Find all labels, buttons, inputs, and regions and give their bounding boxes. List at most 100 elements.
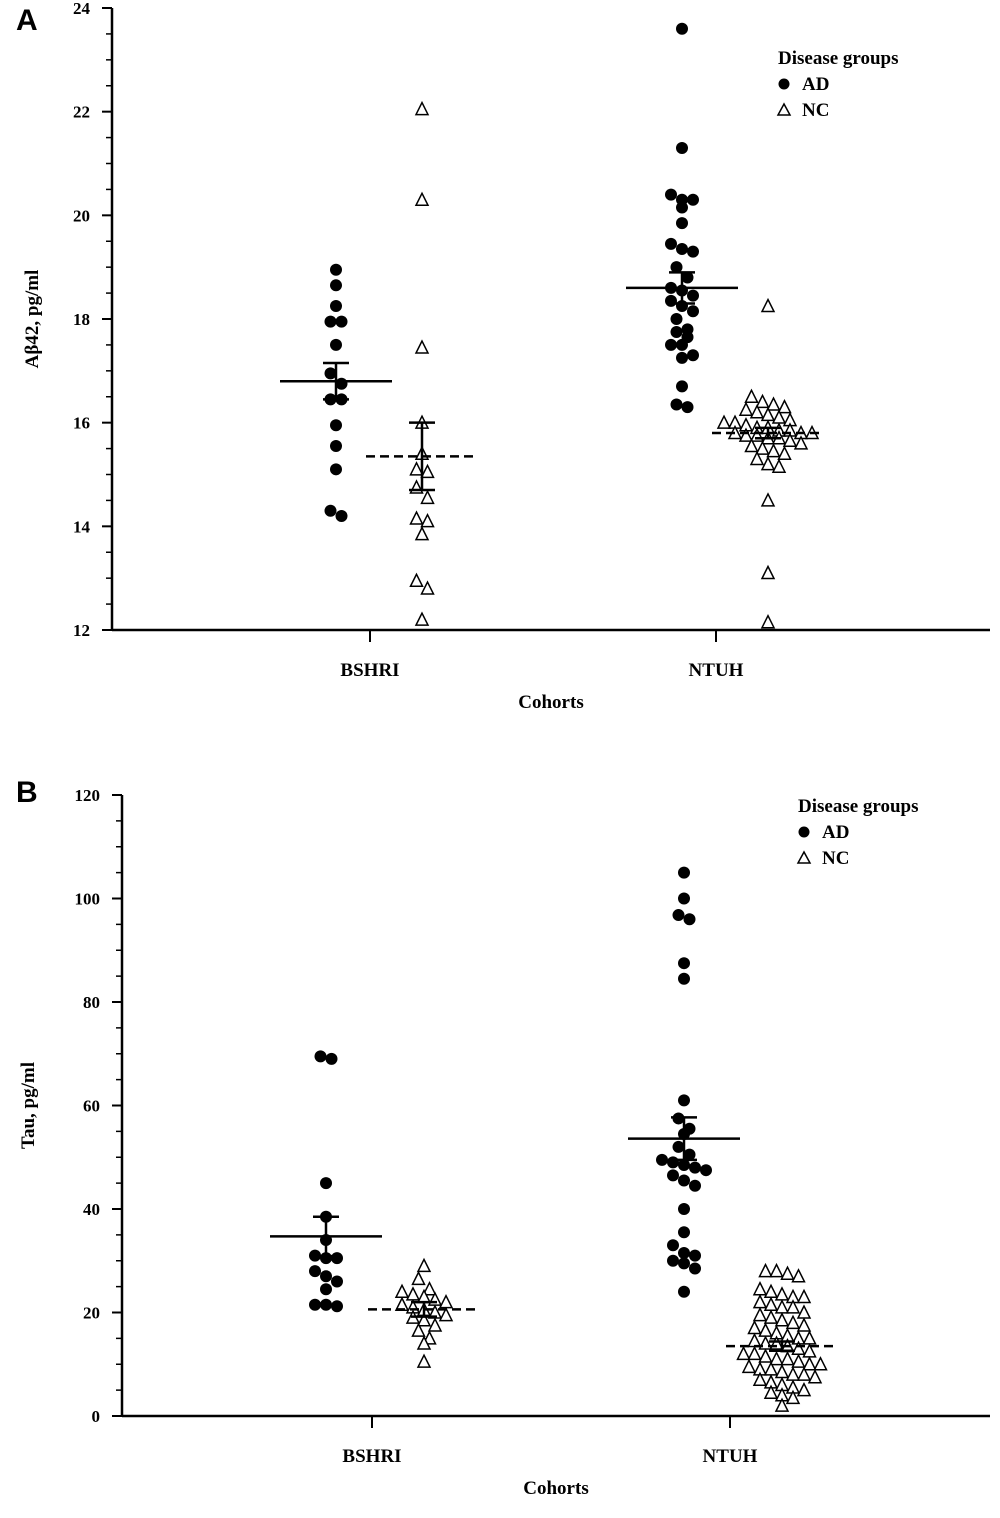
data-point-nc [802,1356,817,1371]
data-point-nc [785,1314,801,1330]
data-point-ad [687,193,699,206]
data-point-ad [335,377,348,390]
y-axis-title: Aβ42, pg/ml [22,270,43,369]
y-tick-label: 22 [73,103,90,122]
data-point-ad [687,245,699,258]
data-point-nc [409,461,424,476]
data-point-nc [807,1369,823,1384]
data-point-nc [760,297,776,313]
data-point-nc [416,1257,432,1273]
data-point-nc [777,398,792,414]
data-point-ad [324,315,337,328]
data-point-nc [774,1363,790,1379]
data-point-ad [324,367,337,380]
data-point-nc [752,1371,768,1387]
data-point-ad [330,338,342,351]
data-point-ad [670,325,683,338]
data-point-nc [760,564,776,580]
data-point-nc [414,100,430,116]
data-point-nc [420,512,435,528]
data-point-nc [420,489,435,505]
data-point-nc [438,1293,454,1309]
y-tick-label: 12 [73,621,90,640]
series-nc-ntuh [712,297,824,629]
data-point-ad [320,1270,332,1283]
data-point-ad [309,1298,321,1311]
data-point-nc [741,1358,757,1374]
data-point-ad [324,504,337,517]
data-point-ad [678,1285,690,1298]
data-point-ad [678,1226,690,1239]
data-point-ad [314,1050,327,1063]
data-point-ad [665,294,677,307]
series-ad-bshri [270,1050,382,1313]
data-point-ad [676,243,688,256]
data-point-nc [777,445,792,461]
data-point-ad [676,141,688,154]
series-ad-ntuh [628,866,740,1298]
data-point-ad [681,271,694,284]
data-point-nc [813,1356,828,1371]
data-point-ad [331,1252,343,1265]
data-point-nc [791,1268,806,1283]
data-point-ad [672,909,685,922]
y-axis-title: Tau, pg/ml [18,1062,39,1149]
data-point-nc [752,1281,768,1296]
data-point-nc [774,1312,790,1327]
series-nc-ntuh [726,1262,838,1412]
data-point-ad [667,1254,679,1267]
series-ad-bshri [280,263,392,522]
data-point-nc [782,432,798,448]
data-point-nc [758,1348,773,1363]
data-point-ad [335,509,348,522]
panel-label: B [16,776,38,809]
data-point-ad [670,261,683,274]
data-point-ad [681,401,694,414]
data-point-nc [738,427,754,442]
data-point-nc [796,1317,812,1332]
data-point-nc [780,1265,795,1280]
data-point-ad [665,338,677,351]
data-point-nc [796,1288,812,1304]
legend: Disease groups AD NC [796,796,919,869]
x-axis-title: Cohorts [518,692,583,713]
legend-marker-ad [798,826,810,838]
data-point-nc [749,450,765,466]
data-point-ad [676,217,688,230]
data-point-ad [320,1283,332,1296]
data-point-nc [716,414,732,429]
data-point-ad [683,1148,696,1161]
legend-title: Disease groups [798,796,919,817]
data-point-ad [700,1164,712,1177]
y-tick-label: 60 [83,1097,100,1116]
data-point-ad [330,439,342,452]
data-point-nc [755,393,770,409]
data-point-ad [672,1140,685,1153]
data-point-nc [780,1350,795,1366]
data-point-ad [665,188,677,201]
data-point-nc [769,1350,784,1366]
data-point-nc [796,1381,812,1397]
data-point-nc [414,611,430,626]
x-tick-label: BSHRI [340,660,399,681]
data-point-nc [802,1330,817,1345]
data-point-nc [747,1345,762,1361]
y-tick-label: 14 [73,517,91,536]
data-point-nc [771,458,787,473]
data-point-nc [785,1389,801,1405]
data-point-ad [667,1239,679,1252]
data-point-nc [766,396,781,411]
y-tick-label: 20 [83,1304,100,1323]
y-tick-label: 16 [73,414,90,433]
data-point-nc [744,388,759,403]
data-point-nc [414,525,430,541]
data-point-ad [670,313,683,325]
y-tick-label: 24 [73,0,91,18]
data-point-nc [420,580,435,595]
series-ad-ntuh [626,22,738,414]
data-point-nc [416,1312,432,1327]
data-point-nc [774,1286,790,1301]
data-point-ad [678,1159,690,1172]
x-tick-label: BSHRI [342,1446,401,1467]
legend-label: AD [802,74,829,95]
